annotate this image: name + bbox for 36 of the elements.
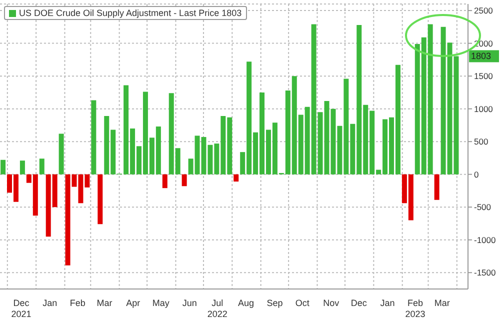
bar xyxy=(234,174,239,182)
y-tick-label: -500 xyxy=(474,202,492,212)
legend-label: US DOE Crude Oil Supply Adjustment - Last Price 1803 xyxy=(19,8,242,18)
bar xyxy=(162,174,168,188)
x-tick-label: Feb 2023 xyxy=(405,298,426,319)
y-tick-label: 1500 xyxy=(474,71,494,82)
x-tick-label: Nov xyxy=(323,298,340,308)
x-tick-label: Sep xyxy=(266,298,283,308)
x-tick-label: Oct xyxy=(295,298,310,308)
x-tick-label: Dec 2021 xyxy=(11,298,32,319)
x-tick-label: Apr xyxy=(126,298,140,308)
y-tick-label: -1000 xyxy=(474,234,496,245)
y-tick-label: -1500 xyxy=(474,268,496,278)
y-tick-label: 1000 xyxy=(474,104,494,114)
x-tick-label: Aug xyxy=(238,298,254,308)
bar xyxy=(58,134,64,174)
y-tick-label: 500 xyxy=(474,136,488,147)
x-tick-label: Mar xyxy=(96,298,112,308)
bar xyxy=(39,158,44,174)
x-tick-label: Feb xyxy=(70,298,86,308)
x-tick-label: Mar xyxy=(434,298,450,308)
y-tick-label: 0 xyxy=(474,169,479,180)
x-tick-label: Dec xyxy=(350,298,368,308)
y-tick-label: 2500 xyxy=(474,6,494,16)
bar xyxy=(98,174,103,224)
annotation: 1803 xyxy=(471,51,492,62)
x-tick-label: Jan xyxy=(380,298,395,308)
x-tick-label: Jun xyxy=(182,298,197,308)
x-tick-label: Jan xyxy=(42,298,58,308)
bar xyxy=(182,174,187,186)
bar xyxy=(434,174,440,200)
bar xyxy=(91,100,96,174)
x-tick-label: May xyxy=(152,298,170,308)
x-tick-label: Jul 2022 xyxy=(207,298,228,319)
bar xyxy=(20,160,25,174)
bar xyxy=(0,160,6,174)
